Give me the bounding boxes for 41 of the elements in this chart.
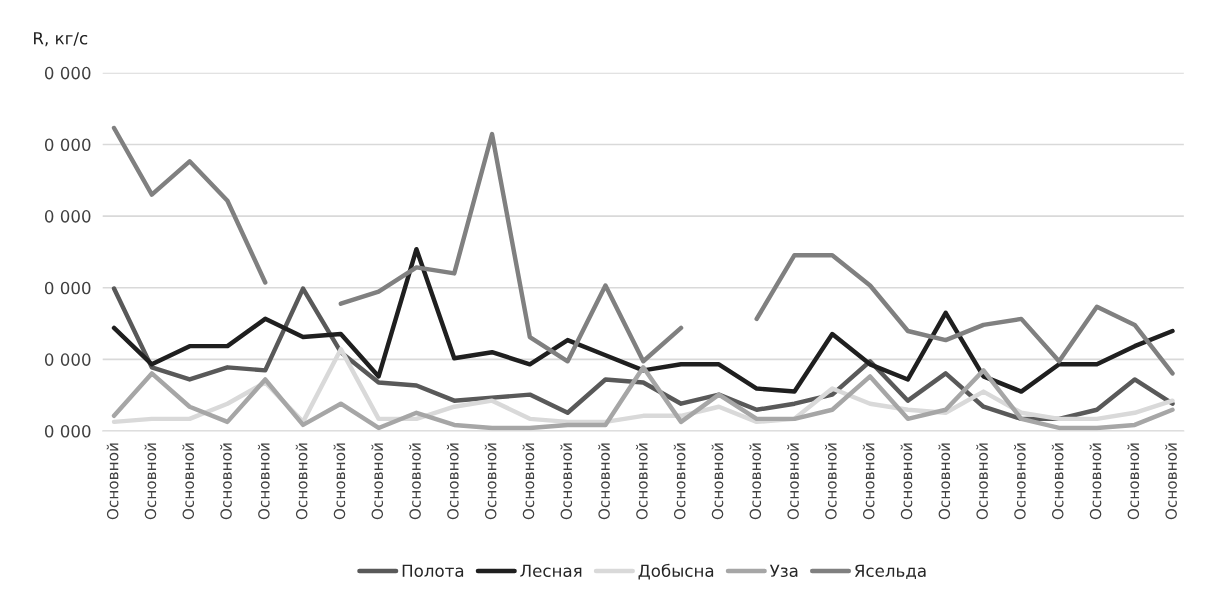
x-tick-label: Основной xyxy=(1089,443,1102,520)
text: 0 000 xyxy=(44,281,91,295)
x-tick-label: Основной xyxy=(409,443,421,520)
x-tick-label: Основной xyxy=(333,443,346,520)
legend-label: Добысна xyxy=(638,563,714,580)
x-tick-label: Основной xyxy=(1013,443,1026,520)
x-tick-label: Основной xyxy=(182,443,195,520)
x-tick-label: Основной xyxy=(749,443,762,520)
x-tick-label: Основной xyxy=(862,443,875,520)
x-tick-label: Основной xyxy=(257,443,270,520)
x-tick-label: Основной xyxy=(976,443,988,520)
legend-label: Полота xyxy=(402,564,464,578)
x-tick-label: Основной xyxy=(598,443,610,520)
legend-label: Лесная xyxy=(520,564,582,578)
x-tick-label: Основной xyxy=(371,443,384,520)
legend-label: Уза xyxy=(769,564,798,578)
x-tick-label: Основной xyxy=(295,443,308,520)
x-tick-label: Основной xyxy=(635,443,648,520)
x-tick-label: Основной xyxy=(1165,443,1177,520)
x-tick-label: Основной xyxy=(1127,443,1140,520)
x-tick-label: Основной xyxy=(560,443,573,520)
legend-label: Ясельда xyxy=(854,564,926,580)
text: 0 000 xyxy=(44,138,91,152)
x-tick-label: Основной xyxy=(106,443,119,520)
x-tick-label: Основной xyxy=(1051,443,1064,520)
x-tick-label: Основной xyxy=(824,443,837,520)
x-tick-label: Основной xyxy=(446,443,459,520)
x-tick-label: Основной xyxy=(787,443,799,520)
x-tick-label: Основной xyxy=(938,443,951,520)
x-tick-label: Основной xyxy=(522,443,535,520)
x-tick-label: Основной xyxy=(484,443,497,520)
text: 0 000 xyxy=(44,210,91,223)
x-tick-label: Основной xyxy=(144,443,157,520)
x-tick-label: Основной xyxy=(711,443,724,520)
text: 0 000 xyxy=(44,353,91,366)
text: 0 000 xyxy=(44,424,91,438)
x-tick-label: Основной xyxy=(673,443,686,520)
text: 0 000 xyxy=(44,66,91,80)
x-tick-label: Основной xyxy=(220,443,232,520)
x-tick-label: Основной xyxy=(900,443,913,520)
y-axis-title: R, кг/с xyxy=(34,32,88,47)
